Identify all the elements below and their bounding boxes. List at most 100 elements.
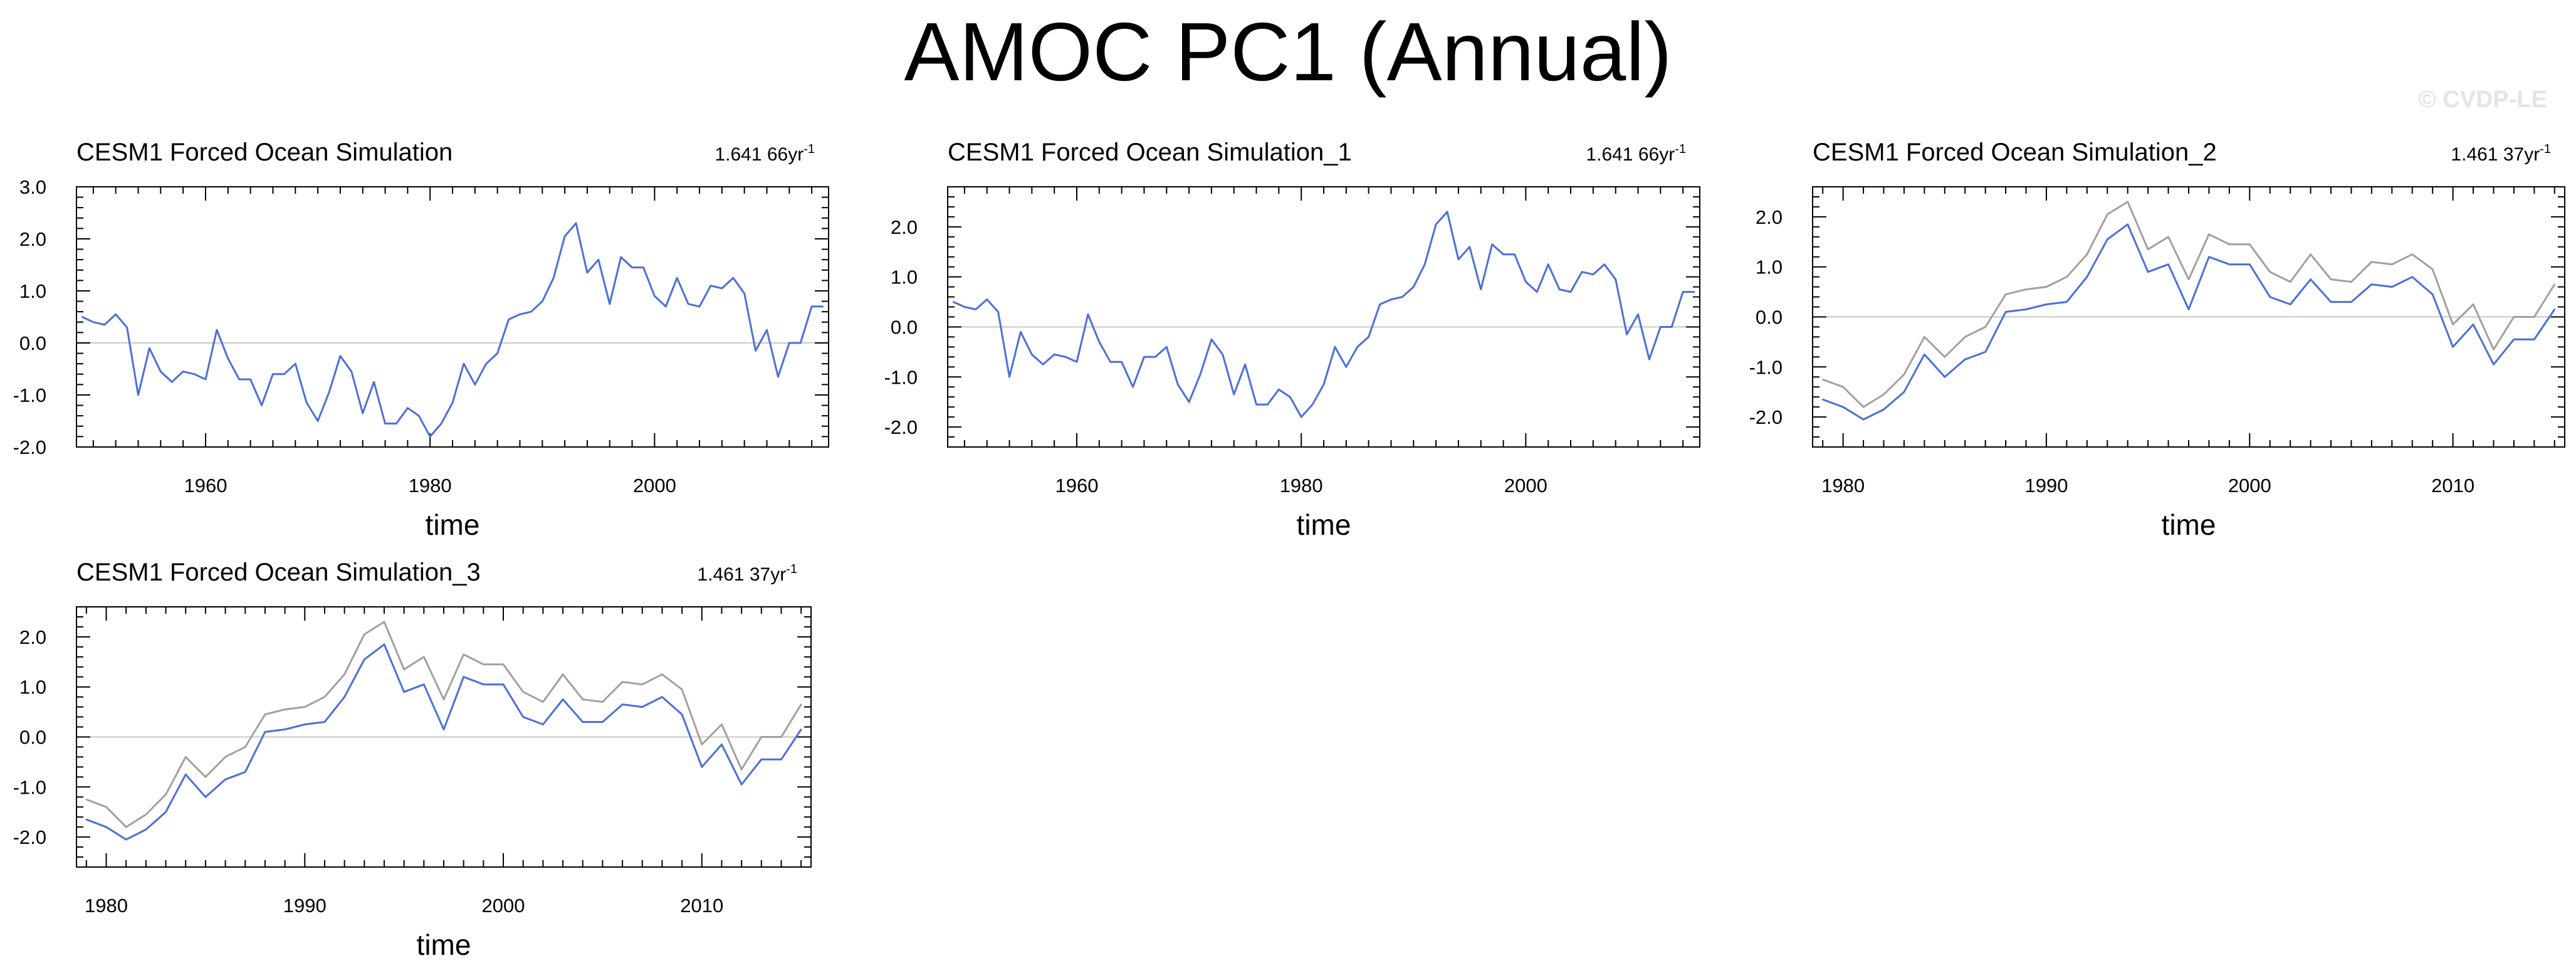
data-point bbox=[1569, 291, 1572, 293]
series-line-pc1 bbox=[86, 643, 802, 841]
data-point bbox=[407, 407, 409, 409]
series-line-pc1 bbox=[953, 211, 1694, 418]
page-title: AMOC PC1 (Annual) bbox=[904, 6, 1672, 98]
data-point bbox=[1924, 354, 1925, 355]
data-point bbox=[1098, 341, 1100, 343]
data-point bbox=[364, 633, 365, 636]
data-point bbox=[597, 259, 599, 261]
data-point bbox=[1457, 258, 1460, 260]
data-point bbox=[732, 277, 735, 279]
data-point bbox=[788, 342, 790, 344]
data-point bbox=[542, 723, 544, 725]
data-point bbox=[244, 746, 246, 748]
trend-rate-label: 1.641 66yr-1 bbox=[1586, 142, 1686, 165]
data-point bbox=[800, 728, 802, 730]
data-point bbox=[395, 423, 397, 424]
data-point bbox=[216, 329, 218, 331]
data-point bbox=[2411, 253, 2413, 255]
trend-rate-exponent: -1 bbox=[786, 562, 797, 576]
data-point bbox=[145, 814, 147, 816]
data-point bbox=[721, 723, 723, 725]
watermark: © CVDP-LE bbox=[2418, 87, 2547, 113]
data-point bbox=[602, 701, 604, 703]
data-point bbox=[698, 305, 701, 308]
data-point bbox=[403, 668, 405, 670]
data-point bbox=[2147, 271, 2149, 273]
data-point bbox=[1031, 354, 1033, 355]
data-point bbox=[1244, 364, 1246, 365]
data-point bbox=[272, 373, 274, 375]
data-point bbox=[1944, 376, 1945, 378]
data-point bbox=[483, 663, 484, 665]
data-point bbox=[641, 706, 643, 708]
data-point bbox=[306, 402, 308, 404]
plot-frame bbox=[947, 186, 1700, 448]
data-point bbox=[2107, 238, 2108, 240]
y-tick-label: -1.0 bbox=[1749, 356, 1783, 378]
data-point bbox=[2533, 316, 2535, 318]
data-point bbox=[1693, 291, 1695, 293]
data-point bbox=[1379, 303, 1381, 305]
data-point bbox=[2025, 308, 2027, 310]
data-point bbox=[463, 363, 465, 365]
data-point bbox=[2025, 288, 2027, 290]
data-point bbox=[1154, 356, 1156, 358]
y-tick-label: 1.0 bbox=[1756, 256, 1783, 278]
data-point bbox=[676, 277, 678, 279]
data-point bbox=[474, 384, 476, 386]
data-point bbox=[105, 826, 107, 828]
data-point bbox=[1536, 291, 1538, 293]
data-point bbox=[2290, 281, 2291, 283]
data-point bbox=[328, 391, 330, 394]
data-point bbox=[423, 656, 425, 658]
data-point bbox=[160, 371, 162, 372]
data-point bbox=[317, 420, 319, 422]
y-tick-label: 0.0 bbox=[19, 332, 46, 354]
data-point bbox=[2127, 201, 2128, 203]
data-point bbox=[323, 721, 326, 723]
data-point bbox=[1648, 359, 1650, 360]
data-point bbox=[777, 376, 779, 378]
data-point bbox=[522, 716, 524, 718]
data-point bbox=[463, 676, 464, 678]
data-point bbox=[323, 696, 326, 698]
data-point bbox=[2452, 323, 2454, 325]
panel-title: CESM1 Forced Ocean Simulation_3 bbox=[76, 559, 481, 586]
data-point bbox=[1626, 334, 1628, 335]
data-point bbox=[701, 744, 703, 745]
y-tick-label: 0.0 bbox=[891, 316, 918, 338]
data-point bbox=[264, 713, 266, 715]
data-point bbox=[621, 703, 624, 705]
data-point bbox=[1964, 336, 1966, 338]
data-point bbox=[92, 321, 95, 323]
data-point bbox=[403, 691, 405, 693]
data-point bbox=[2350, 281, 2352, 283]
data-point bbox=[1615, 278, 1616, 280]
trend-rate-label: 1.641 66yr-1 bbox=[715, 142, 815, 165]
panel-title: CESM1 Forced Ocean Simulation_1 bbox=[948, 139, 1352, 166]
data-point bbox=[429, 436, 431, 438]
data-point bbox=[1822, 399, 1824, 401]
data-point bbox=[284, 708, 286, 710]
trend-rate-exponent: -1 bbox=[804, 142, 815, 156]
data-point bbox=[442, 698, 445, 700]
data-point bbox=[2107, 213, 2108, 216]
data-point bbox=[2452, 346, 2454, 348]
y-tick-label: -2.0 bbox=[884, 416, 918, 438]
data-point bbox=[115, 313, 117, 315]
data-point bbox=[1984, 326, 1986, 328]
data-point bbox=[1883, 394, 1885, 396]
trend-rate-value: 1.641 66yr bbox=[715, 144, 804, 165]
data-point bbox=[1558, 288, 1561, 290]
data-point bbox=[2249, 263, 2251, 265]
data-point bbox=[582, 698, 584, 700]
data-point bbox=[1480, 288, 1482, 290]
data-point bbox=[654, 295, 656, 297]
data-point bbox=[755, 350, 757, 352]
data-point bbox=[701, 766, 703, 768]
data-point bbox=[1020, 331, 1022, 333]
y-tick-label: -1.0 bbox=[13, 776, 46, 798]
data-point bbox=[502, 683, 505, 685]
data-point bbox=[542, 701, 544, 703]
data-point bbox=[81, 316, 83, 318]
